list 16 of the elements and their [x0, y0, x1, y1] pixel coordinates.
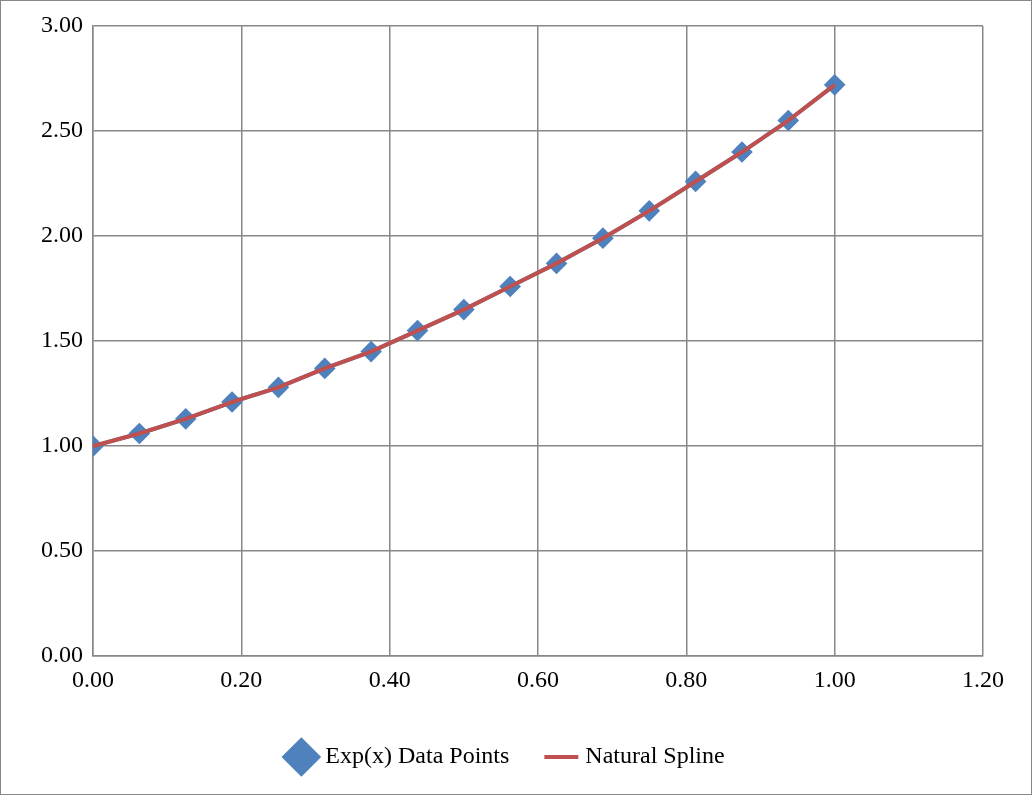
x-tick-label: 0.80 — [665, 665, 708, 692]
x-tick-label: 0.60 — [517, 665, 559, 692]
x-tick-label: 0.40 — [368, 665, 411, 692]
y-tick-label: 3.00 — [41, 11, 83, 38]
legend-label: Exp(x) Data Points — [325, 742, 510, 769]
x-tick-label: 1.20 — [962, 665, 1004, 692]
y-tick-label: 2.50 — [41, 116, 83, 143]
y-tick-label: 1.00 — [41, 431, 83, 458]
x-tick-label: 0.20 — [220, 665, 263, 692]
x-tick-label: 1.00 — [813, 665, 856, 692]
legend-label: Natural Spline — [585, 742, 725, 769]
y-tick-label: 2.00 — [41, 221, 83, 248]
y-tick-label: 0.50 — [41, 536, 83, 563]
y-tick-label: 1.50 — [41, 326, 83, 353]
y-tick-label: 0.00 — [41, 641, 83, 668]
x-tick-label: 0.00 — [72, 665, 114, 692]
